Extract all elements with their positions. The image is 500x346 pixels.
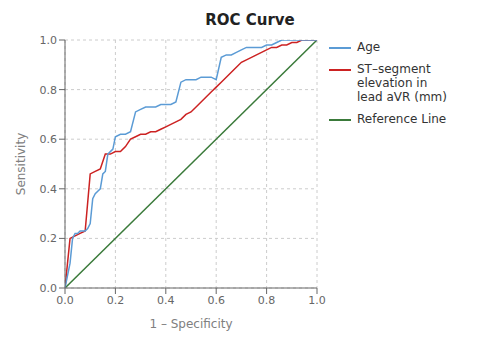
html-text:Reference Line: Reference Line bbox=[357, 112, 447, 126]
svg-text:0.2: 0.2 bbox=[40, 232, 58, 245]
html-text:ROC Curve: ROC Curve bbox=[205, 11, 295, 29]
html-text:lead aVR (mm): lead aVR (mm) bbox=[357, 90, 447, 104]
svg-text:1 – Specificity: 1 – Specificity bbox=[149, 317, 232, 331]
svg-text:0.6: 0.6 bbox=[207, 294, 225, 307]
html-text:Age: Age bbox=[357, 40, 381, 54]
svg-text:Sensitivity: Sensitivity bbox=[14, 133, 28, 195]
svg-text:0.4: 0.4 bbox=[40, 183, 58, 196]
svg-text:0.6: 0.6 bbox=[40, 133, 58, 146]
svg-text:0.4: 0.4 bbox=[157, 294, 175, 307]
svg-text:0.2: 0.2 bbox=[107, 294, 125, 307]
svg-text:1.0: 1.0 bbox=[40, 34, 58, 47]
svg-text:0.8: 0.8 bbox=[258, 294, 276, 307]
html-text:ST–segment elevation in: ST–segment elevation in bbox=[357, 62, 431, 90]
svg-text:0.8: 0.8 bbox=[40, 84, 58, 97]
svg-text:1.0: 1.0 bbox=[308, 294, 326, 307]
svg-text:0.0: 0.0 bbox=[40, 282, 58, 295]
svg-text:0.0: 0.0 bbox=[56, 294, 74, 307]
